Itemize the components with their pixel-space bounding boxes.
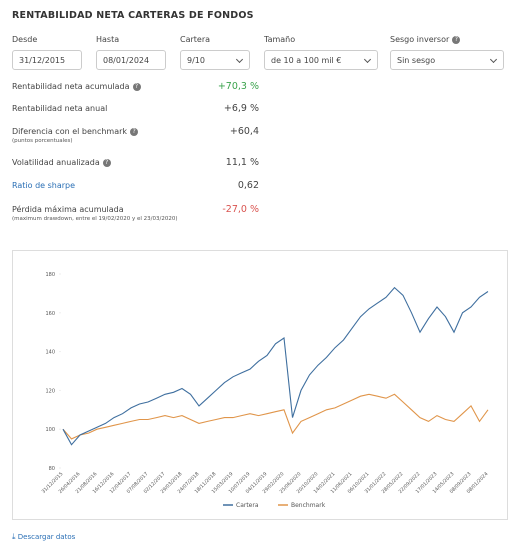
filter-input[interactable]: de 10 a 100 mil € bbox=[264, 50, 378, 70]
filter-label: Tamaño bbox=[264, 35, 296, 44]
stat-label: Diferencia con el benchmark? bbox=[12, 127, 139, 136]
info-icon[interactable]: ? bbox=[132, 82, 141, 91]
stat-value: +6,9 % bbox=[223, 103, 259, 114]
stat-label-text: Rentabilidad neta acumulada bbox=[12, 82, 130, 91]
filter-label: Desde bbox=[12, 35, 38, 44]
stat-label: Rentabilidad neta acumulada? bbox=[12, 82, 141, 91]
legend-label: Benchmark bbox=[291, 502, 326, 509]
stat-label-text[interactable]: Ratio de sharpe bbox=[12, 181, 76, 190]
series-line bbox=[62, 286, 489, 446]
stat-note: (puntos porcentuales) bbox=[12, 138, 73, 144]
stat-label-text: Volatilidad anualizada bbox=[12, 158, 100, 167]
filter-input[interactable]: 31/12/2015 bbox=[12, 50, 82, 70]
download-link[interactable]: ⤓ Descargar datos bbox=[12, 532, 76, 541]
stat-label[interactable]: Ratio de sharpe bbox=[12, 181, 75, 190]
stat-value: +70,3 % bbox=[217, 81, 259, 92]
chart-box: 80 100 120 140 160 180 31/12/2015 26/04/2016 21/… bbox=[12, 250, 508, 520]
stat-label: Volatilidad anualizada? bbox=[12, 158, 111, 167]
stat-value: -27,0 % bbox=[222, 204, 259, 215]
stat-label: Rentabilidad neta anual bbox=[12, 104, 107, 113]
y-tick-label: 160 bbox=[45, 311, 55, 317]
filter-label: Hasta bbox=[96, 35, 120, 44]
filter-input[interactable]: 9/10 bbox=[180, 50, 250, 70]
stat-label-text: Diferencia con el benchmark bbox=[12, 127, 128, 136]
filter-input[interactable]: Sin sesgo bbox=[390, 50, 504, 70]
y-tick-label: 140 bbox=[45, 350, 55, 356]
legend-label: Cartera bbox=[236, 502, 259, 509]
stat-label: Pérdida máxima acumulada bbox=[12, 205, 124, 214]
stat-note: (maximum drawdown, entre el 19/02/2020 y… bbox=[12, 216, 178, 222]
info-icon[interactable]: ? bbox=[102, 158, 111, 167]
info-icon[interactable]: ? bbox=[452, 35, 461, 44]
stat-value: +60,4 bbox=[229, 126, 259, 137]
title: RENTABILIDAD NETA CARTERAS DE FONDOS bbox=[12, 10, 254, 21]
y-tick-label: 80 bbox=[49, 466, 55, 472]
filter-input[interactable]: 08/01/2024 bbox=[96, 50, 166, 70]
chart: 8010012014016018031/12/201526/04/201621/… bbox=[41, 272, 490, 509]
filter-label: Cartera bbox=[180, 35, 211, 44]
stat-label-text: Pérdida máxima acumulada bbox=[12, 205, 124, 214]
y-tick-label: 100 bbox=[45, 427, 55, 433]
stat-value: 11,1 % bbox=[225, 157, 259, 168]
y-tick-label: 180 bbox=[45, 272, 55, 278]
filter-label: Sesgo inversor? bbox=[390, 35, 461, 44]
stat-label-text: Rentabilidad neta anual bbox=[12, 104, 108, 113]
stat-value: 0,62 bbox=[237, 180, 259, 191]
series-line bbox=[62, 393, 489, 440]
y-tick-label: 120 bbox=[45, 388, 55, 394]
download-text[interactable]: Descargar datos bbox=[17, 533, 76, 541]
info-icon[interactable]: ? bbox=[130, 127, 139, 136]
